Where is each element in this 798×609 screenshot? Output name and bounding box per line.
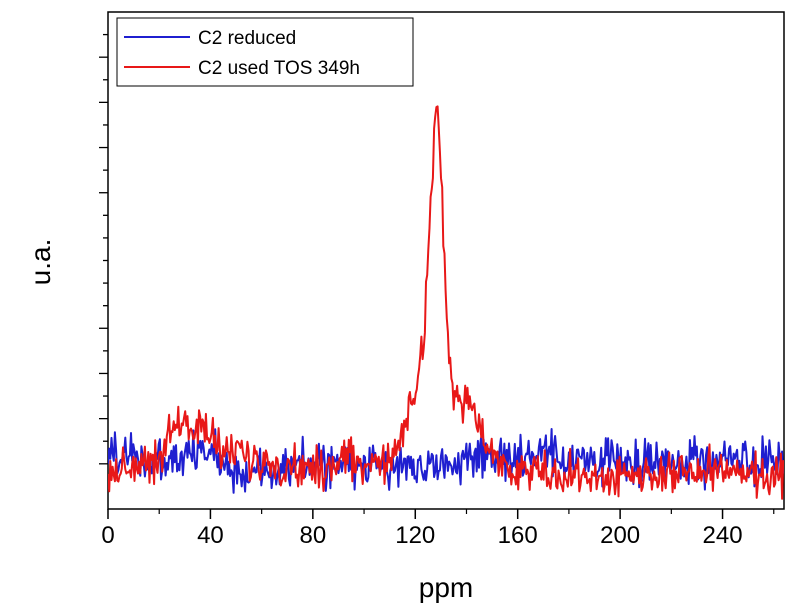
legend-box (116, 17, 414, 87)
axis-ticks: 0 40 80 120 160 200 240 (99, 33, 775, 549)
x-tick-label-200: 200 (600, 522, 640, 549)
x-tick-label-0: 0 (101, 522, 114, 549)
x-tick-label-240: 240 (703, 522, 743, 549)
legend: C2 reduced C2 used TOS 349h (116, 17, 414, 87)
legend-label-c2-used: C2 used TOS 349h (198, 58, 360, 79)
series-layer (108, 105, 784, 500)
x-tick-label-40: 40 (197, 522, 224, 549)
series-line-c2-used-tos-349h (108, 105, 784, 500)
x-tick-label-80: 80 (299, 522, 326, 549)
x-tick-label-120: 120 (395, 522, 435, 549)
legend-label-c2-reduced: C2 reduced (198, 28, 296, 49)
x-axis-title: ppm (419, 572, 473, 603)
plot-frame (107, 11, 785, 510)
x-tick-label-160: 160 (498, 522, 538, 549)
y-axis-title: u.a. (25, 239, 56, 286)
